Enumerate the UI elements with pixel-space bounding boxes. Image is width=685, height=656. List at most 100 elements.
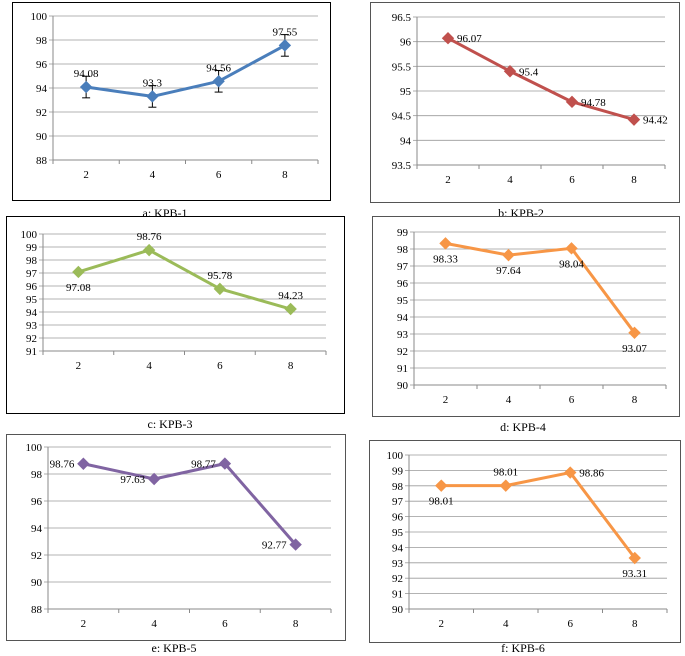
data-label: 98.33 (433, 253, 458, 265)
y-tick-label: 99 (26, 242, 38, 254)
data-point (278, 39, 292, 52)
x-tick-label: 2 (76, 360, 82, 372)
data-point (213, 282, 227, 296)
y-tick-label: 92 (31, 550, 42, 562)
data-label: 98.76 (50, 459, 75, 471)
x-tick-label: 6 (568, 618, 574, 630)
chart-caption: f: KPB-6 (501, 641, 545, 655)
data-label: 98.01 (429, 496, 454, 508)
y-tick-label: 94 (26, 307, 38, 319)
data-label: 94.23 (278, 290, 303, 302)
y-tick-label: 90 (36, 131, 48, 143)
data-label: 94.78 (581, 97, 606, 109)
y-tick-label: 96 (397, 278, 409, 290)
x-tick-label: 6 (569, 174, 575, 186)
data-point (72, 265, 85, 279)
data-label: 98.76 (137, 231, 162, 243)
x-tick-label: 4 (506, 394, 512, 406)
series-line (85, 44, 286, 98)
chart-frame (370, 2, 680, 203)
y-tick-label: 98 (397, 244, 409, 256)
y-tick-label: 91 (397, 363, 408, 375)
y-tick-label: 98 (392, 481, 404, 493)
y-tick-label: 94 (36, 83, 48, 95)
x-tick-label: 6 (222, 618, 228, 630)
x-tick-label: 2 (443, 394, 449, 406)
data-point (284, 302, 297, 316)
y-tick-label: 93.5 (392, 160, 412, 172)
data-label: 97.55 (273, 26, 298, 38)
y-tick-label: 95 (392, 527, 404, 539)
x-tick-label: 2 (439, 618, 445, 630)
y-tick-label: 95 (26, 294, 38, 306)
y-tick-label: 99 (397, 227, 409, 239)
y-tick-label: 100 (31, 11, 48, 23)
y-tick-label: 100 (26, 442, 43, 454)
data-point (499, 479, 512, 492)
data-point (627, 113, 641, 126)
data-label: 98.01 (493, 467, 518, 479)
data-point (79, 80, 93, 94)
chart-caption: e: KPB-5 (151, 641, 197, 655)
chart-caption: c: KPB-3 (147, 417, 193, 431)
x-tick-label: 8 (293, 618, 299, 630)
x-tick-label: 4 (150, 169, 156, 181)
y-tick-label: 92 (397, 346, 408, 358)
y-tick-label: 92 (26, 333, 37, 345)
y-tick-label: 95.5 (392, 61, 412, 73)
data-point (502, 248, 515, 262)
data-point (435, 479, 448, 492)
chart-frame (372, 216, 680, 417)
y-tick-label: 96 (400, 37, 412, 49)
x-tick-label: 6 (569, 394, 575, 406)
x-tick-label: 8 (282, 169, 288, 181)
y-tick-label: 97 (397, 261, 409, 273)
series-line (441, 471, 636, 559)
data-point (212, 75, 225, 88)
y-tick-label: 95 (397, 295, 409, 307)
y-tick-label: 94 (397, 312, 409, 324)
y-tick-label: 96 (392, 512, 404, 524)
data-label: 98.86 (579, 468, 604, 480)
y-tick-label: 100 (387, 450, 404, 462)
x-tick-label: 4 (151, 618, 157, 630)
y-tick-label: 94.5 (392, 111, 412, 123)
data-label: 96.07 (457, 33, 482, 45)
data-label: 93.3 (143, 77, 163, 89)
y-tick-label: 88 (31, 604, 43, 616)
x-tick-label: 2 (83, 169, 89, 181)
y-tick-label: 88 (36, 155, 48, 167)
x-tick-label: 4 (507, 174, 513, 186)
chart-frame (12, 2, 331, 201)
y-tick-label: 98 (36, 35, 48, 47)
data-point (628, 326, 641, 340)
x-tick-label: 4 (503, 618, 509, 630)
data-label: 94.56 (206, 62, 231, 74)
series-line (445, 241, 636, 334)
y-tick-label: 94 (400, 135, 412, 147)
y-tick-label: 94 (31, 523, 43, 535)
y-tick-label: 96.5 (392, 12, 412, 24)
y-tick-label: 92 (392, 573, 403, 585)
data-point (439, 237, 452, 250)
y-tick-label: 93 (397, 329, 409, 341)
y-tick-label: 90 (397, 380, 409, 392)
data-point (289, 538, 302, 551)
data-label: 94.08 (74, 68, 99, 80)
y-tick-label: 96 (31, 496, 43, 508)
data-label: 95.4 (519, 66, 539, 78)
chart-frame (6, 216, 345, 414)
x-tick-label: 8 (631, 174, 637, 186)
y-tick-label: 98 (26, 255, 38, 267)
series-line (83, 462, 297, 546)
y-tick-label: 91 (392, 589, 403, 601)
y-tick-label: 93 (26, 320, 38, 332)
y-tick-label: 92 (36, 107, 47, 119)
y-tick-label: 100 (21, 229, 38, 241)
data-point (146, 90, 159, 103)
